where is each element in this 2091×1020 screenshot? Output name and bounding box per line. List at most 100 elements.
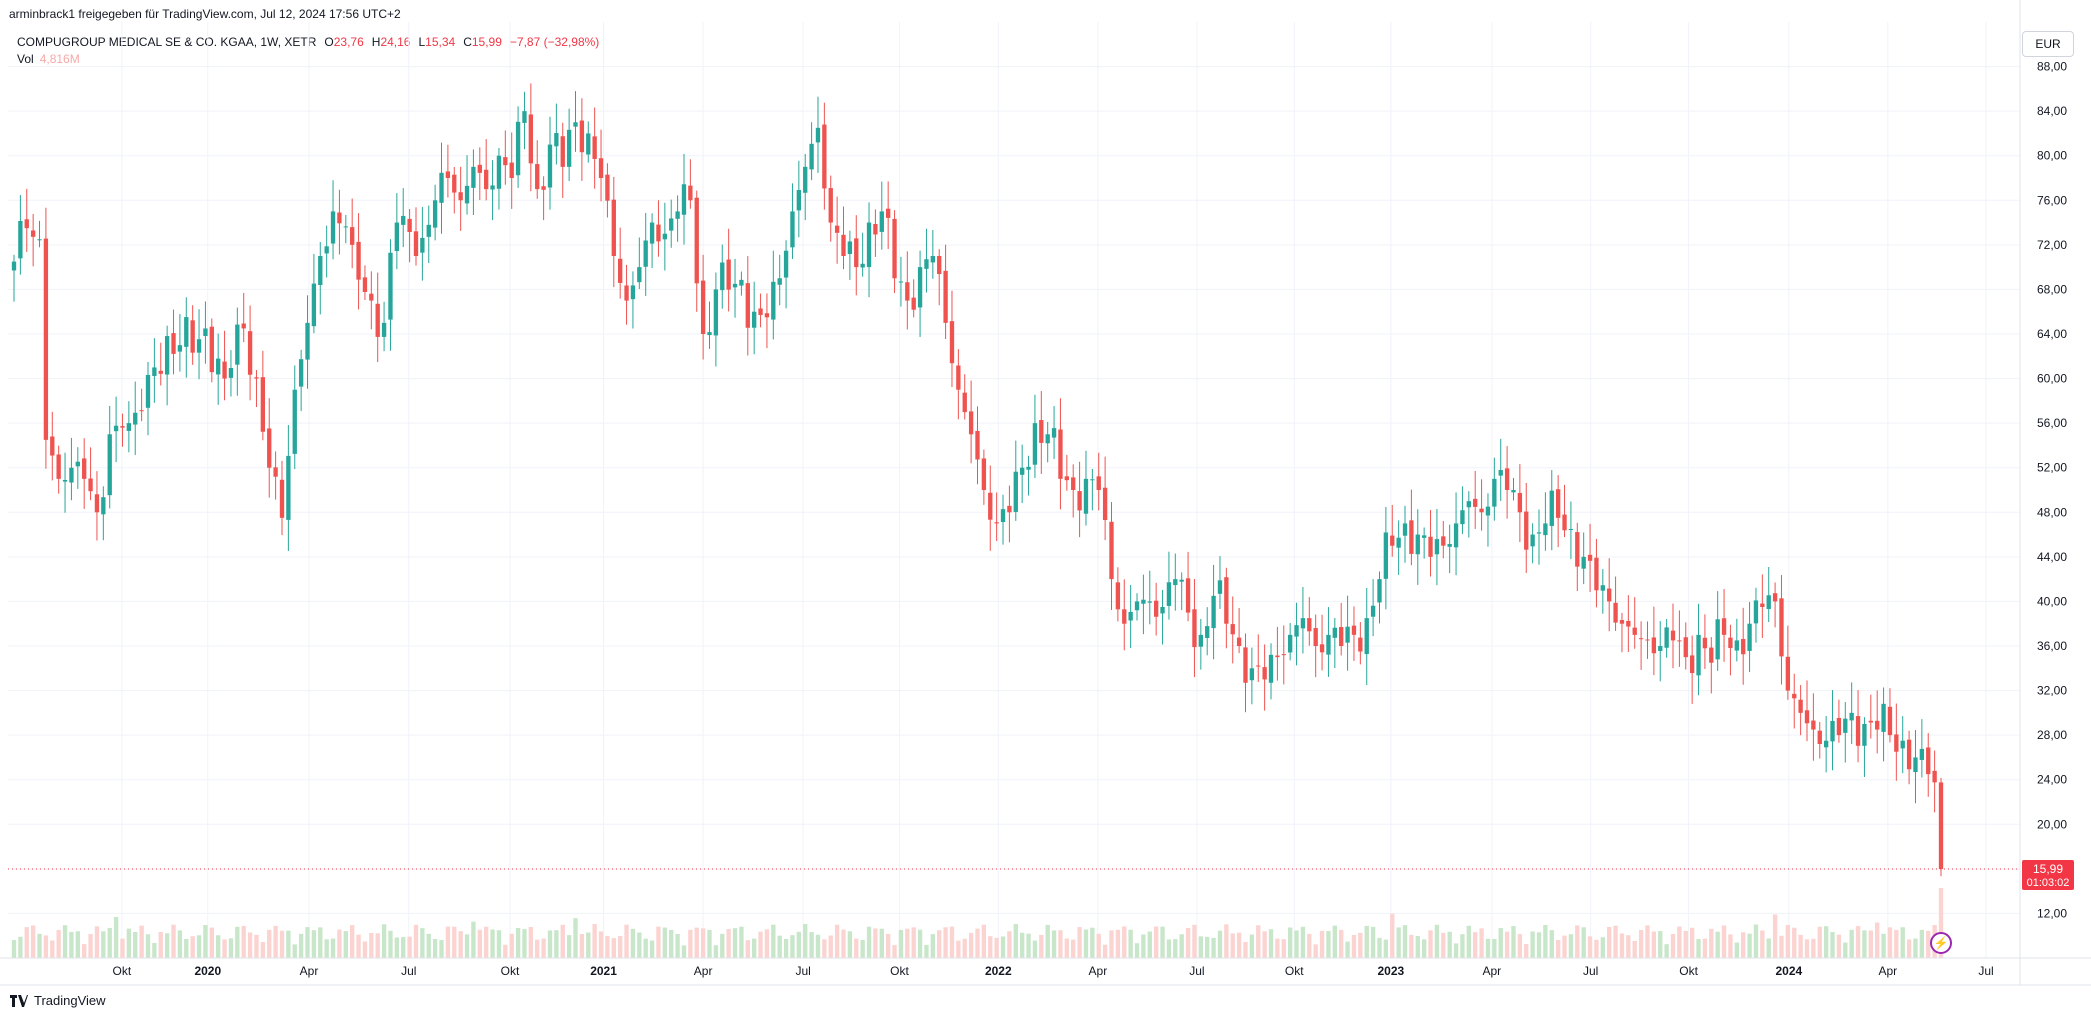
volume-bar xyxy=(554,930,559,958)
candle-body xyxy=(426,224,431,237)
axes xyxy=(0,0,2091,986)
volume-bar xyxy=(834,924,840,958)
candle-body xyxy=(496,155,502,189)
volume-bar xyxy=(1632,940,1637,958)
candle-body xyxy=(1792,693,1797,699)
candle-body xyxy=(1849,712,1854,721)
volume-bar xyxy=(905,928,910,958)
candle-body xyxy=(592,136,597,159)
volume-bar xyxy=(330,938,336,958)
volume-bar xyxy=(1147,931,1152,958)
candle-body xyxy=(1836,717,1842,736)
volume-bar xyxy=(1613,925,1618,958)
volume-bar xyxy=(1421,939,1427,958)
currency-button[interactable]: EUR xyxy=(2022,31,2074,57)
y-tick-label: 84,00 xyxy=(2037,104,2067,118)
candle-body xyxy=(1230,624,1235,635)
volume-bar xyxy=(350,925,355,958)
volume-bar xyxy=(203,925,208,958)
candle-body xyxy=(305,322,310,360)
volume-legend[interactable]: Vol 4,816M xyxy=(17,52,80,66)
candle-body xyxy=(1013,471,1018,512)
candle-body xyxy=(796,190,802,211)
candle-body xyxy=(1383,532,1389,579)
volume-bar xyxy=(1792,927,1797,958)
x-tick-label: 2024 xyxy=(1775,964,1802,978)
candle-body xyxy=(975,430,980,460)
volume-bar xyxy=(1536,932,1542,958)
x-tick-label: 2020 xyxy=(194,964,221,978)
candle-body xyxy=(1702,637,1708,649)
volume-bar xyxy=(1275,938,1280,958)
volume-bar xyxy=(260,942,266,958)
candle-body xyxy=(675,211,680,219)
candle-body xyxy=(222,361,227,379)
candle-body xyxy=(439,172,444,203)
volume-bar xyxy=(445,926,451,958)
volume-bar xyxy=(822,939,827,958)
volume-bar xyxy=(1530,931,1535,958)
volume-bar xyxy=(1249,934,1255,958)
candle-body xyxy=(1728,637,1733,649)
volume-bar xyxy=(1453,943,1459,958)
volume-bar xyxy=(222,939,227,958)
candle-body xyxy=(1919,748,1925,760)
candle-body xyxy=(1083,478,1089,514)
volume-bar xyxy=(1811,938,1816,958)
volume-bar xyxy=(522,929,527,958)
y-tick-label: 24,00 xyxy=(2037,773,2067,787)
candle-body xyxy=(1530,534,1535,547)
candle-body xyxy=(1581,556,1586,569)
lightning-icon[interactable]: ⚡ xyxy=(1930,932,1952,954)
candle-body xyxy=(579,120,585,153)
candle-body xyxy=(126,423,132,431)
symbol-name[interactable]: COMPUGROUP MEDICAL SE & CO. KGAA, 1W, XE… xyxy=(17,35,317,49)
candle-body xyxy=(1779,598,1784,657)
volume-bar xyxy=(196,935,202,958)
candle-body xyxy=(1594,557,1599,591)
candle-body xyxy=(598,158,604,178)
volume-bars xyxy=(11,888,1944,958)
x-tick-label: Jul xyxy=(1583,964,1598,978)
candle-body xyxy=(324,246,329,254)
candle-body xyxy=(209,326,214,373)
candle-body xyxy=(1887,706,1893,736)
ohlc-low: L15,34 xyxy=(418,35,456,49)
volume-bar xyxy=(1555,939,1561,958)
candle-body xyxy=(318,256,323,285)
candle-body xyxy=(1115,582,1121,610)
volume-bar xyxy=(1626,935,1631,958)
volume-bar xyxy=(1913,938,1918,958)
price-badge-value: 15,99 xyxy=(2033,862,2063,876)
y-tick-label: 28,00 xyxy=(2037,728,2067,742)
candle-body xyxy=(1211,595,1216,629)
candle-body xyxy=(394,222,400,252)
candle-body xyxy=(917,267,923,308)
candle-body xyxy=(1677,640,1682,642)
candle-body xyxy=(375,303,380,337)
candle-body xyxy=(1453,523,1459,548)
ohlc-open: O23,76 xyxy=(324,35,364,49)
volume-bar xyxy=(1192,924,1197,958)
candle-body xyxy=(930,256,936,263)
candle-body xyxy=(1868,720,1873,723)
candle-body xyxy=(388,252,393,320)
candle-body xyxy=(1619,620,1625,624)
volume-bar xyxy=(1702,938,1708,958)
volume-bar xyxy=(1000,936,1006,958)
volume-bar xyxy=(898,929,904,958)
price-badge-countdown: 01:03:02 xyxy=(2027,877,2070,889)
attribution-line: arminbrack1 freigegeben für TradingView.… xyxy=(9,7,401,21)
volume-bar xyxy=(356,934,361,958)
volume-bar xyxy=(560,924,565,958)
candle-body xyxy=(1007,505,1012,513)
candle-body xyxy=(828,188,833,223)
candle-body xyxy=(1913,757,1918,773)
candle-body xyxy=(1262,667,1267,680)
volume-bar xyxy=(828,935,833,958)
candle-body xyxy=(994,522,999,524)
candle-body xyxy=(1645,639,1650,641)
candle-body xyxy=(1141,599,1146,604)
volume-bar xyxy=(605,936,610,958)
